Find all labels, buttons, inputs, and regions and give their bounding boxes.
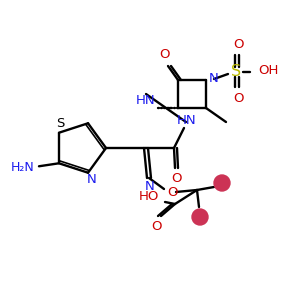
Text: O: O [151, 220, 161, 232]
Text: N: N [209, 73, 219, 85]
Text: OH: OH [258, 64, 278, 77]
Circle shape [192, 209, 208, 225]
Text: H₂N: H₂N [11, 161, 35, 174]
Text: S: S [231, 64, 241, 80]
Text: HN: HN [136, 94, 156, 107]
Text: O: O [168, 185, 178, 199]
Text: O: O [159, 47, 169, 61]
Circle shape [214, 175, 230, 191]
Text: S: S [56, 117, 64, 130]
Text: N: N [87, 173, 97, 186]
Text: O: O [171, 172, 181, 185]
Text: HN: HN [177, 115, 197, 128]
Text: O: O [234, 38, 244, 50]
Text: N: N [145, 181, 155, 194]
Text: O: O [234, 92, 244, 104]
Text: HO: HO [139, 190, 159, 203]
